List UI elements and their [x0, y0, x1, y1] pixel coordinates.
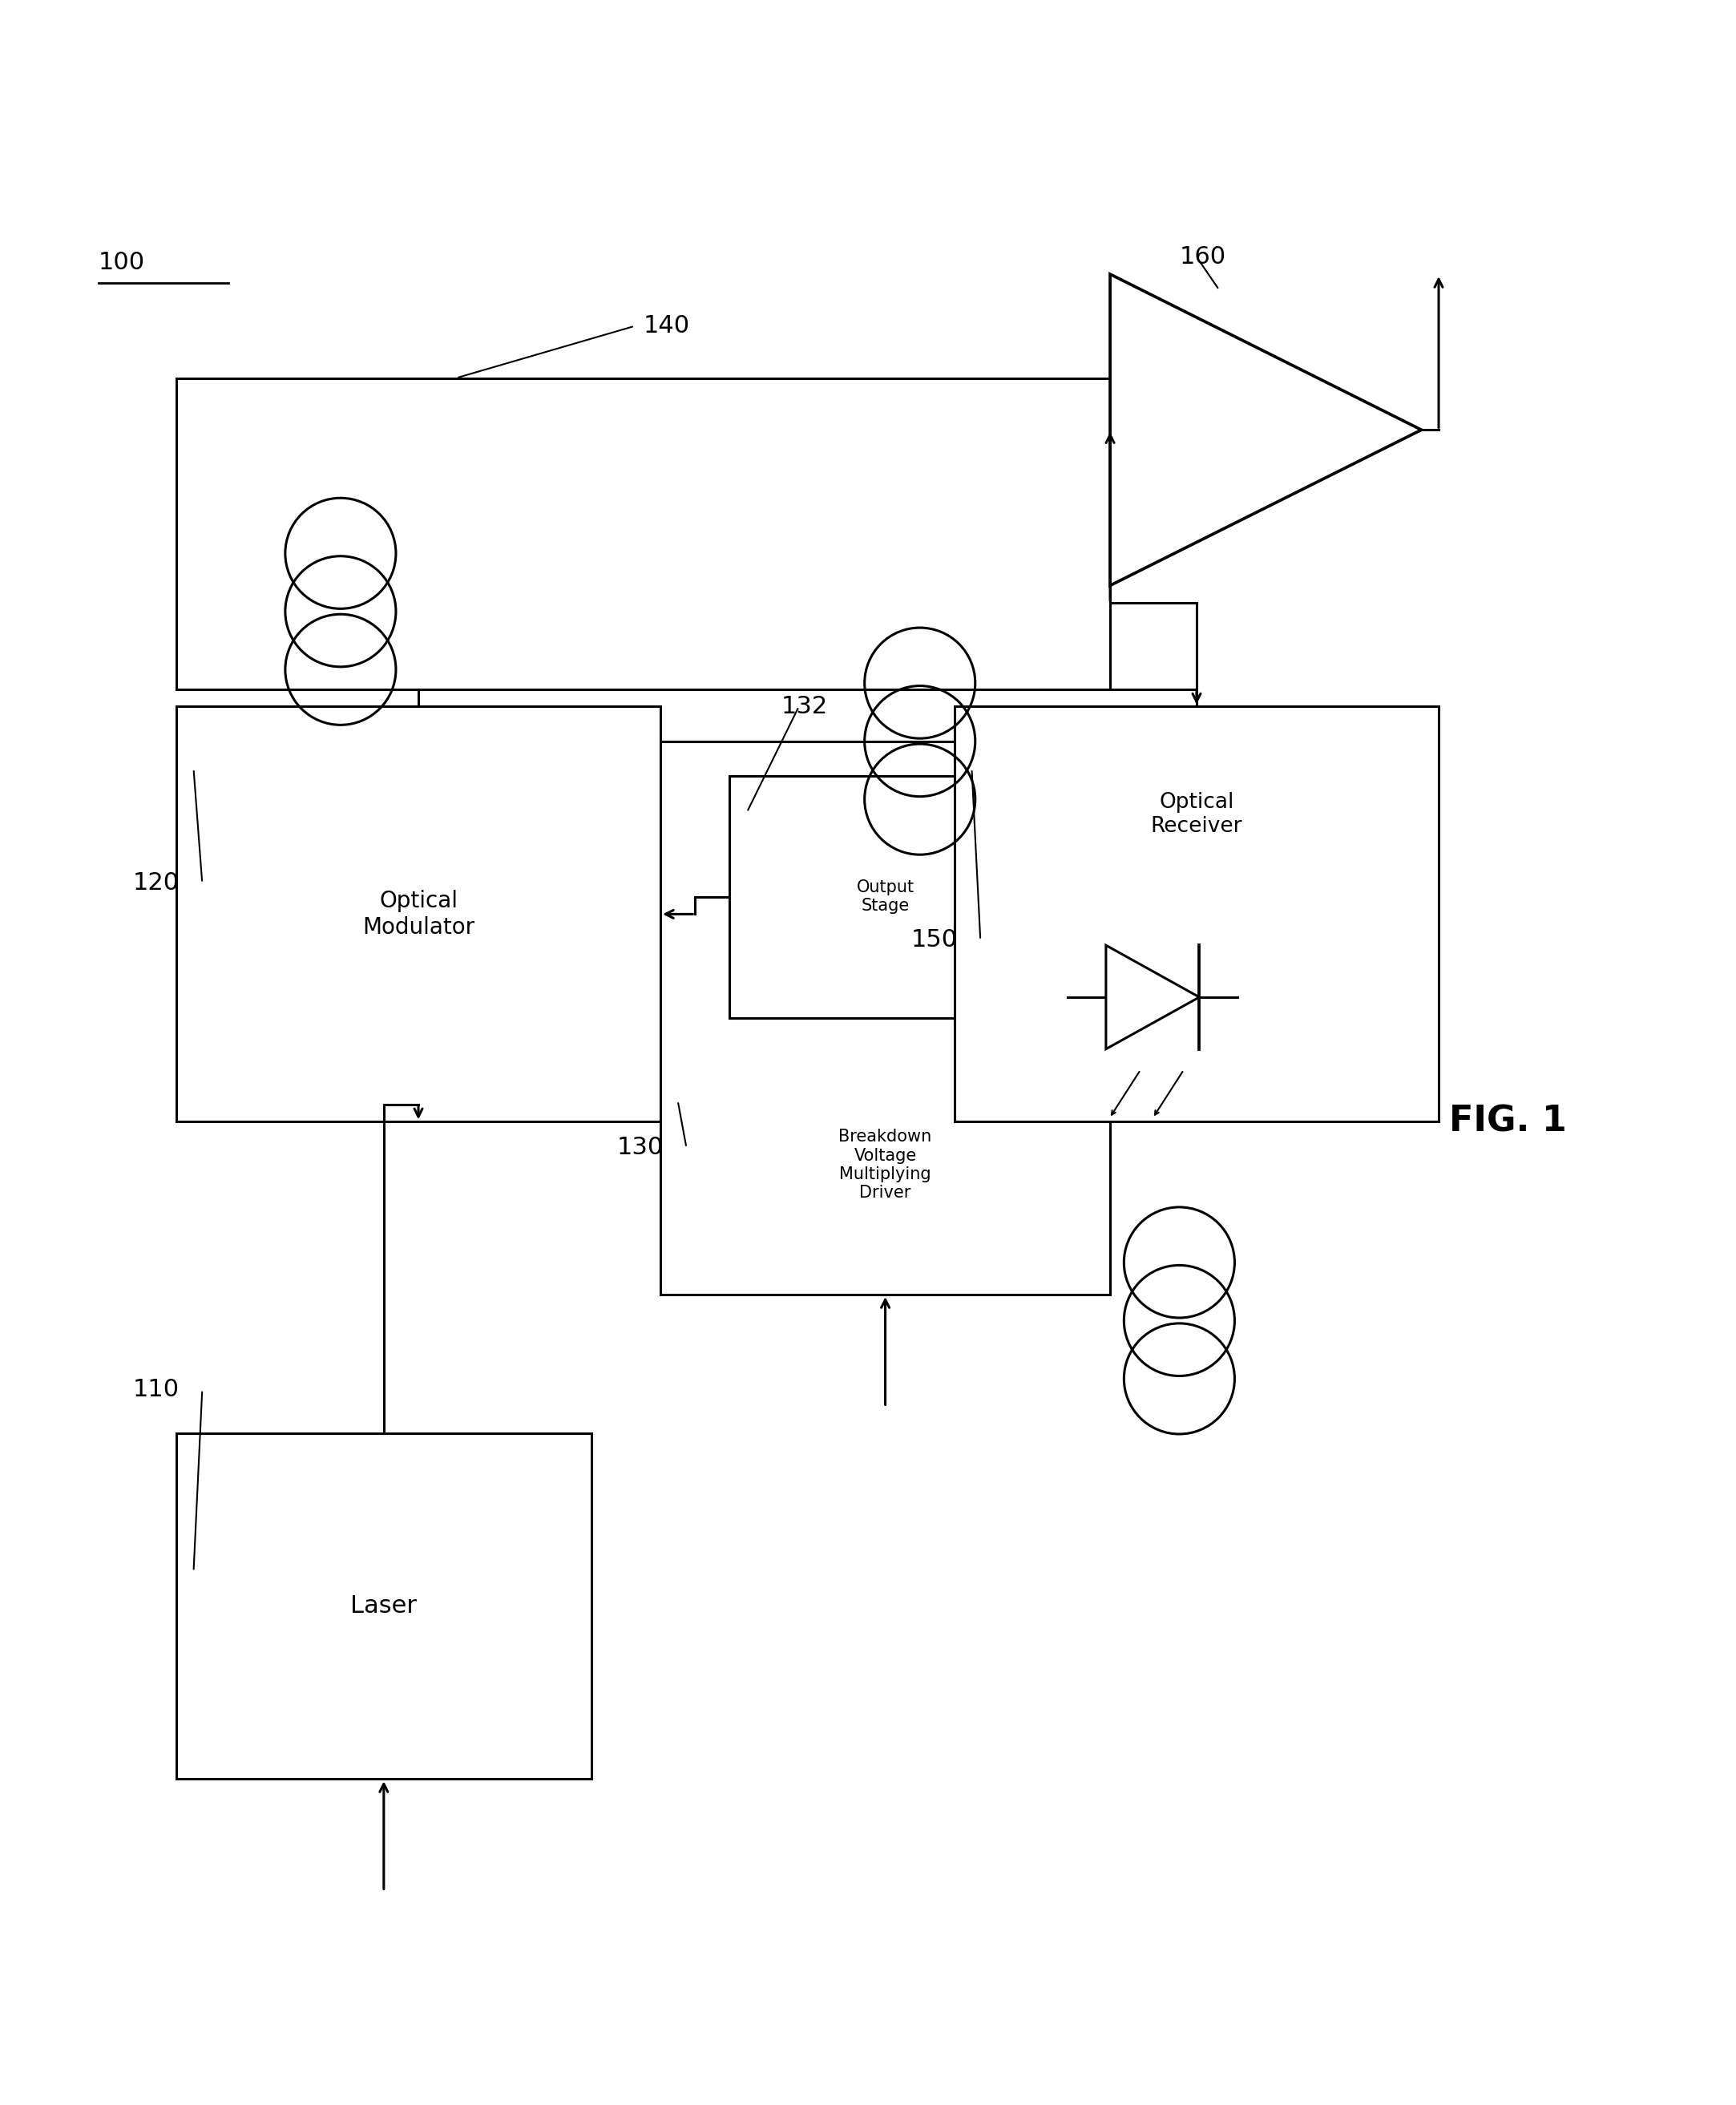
Bar: [177, 1434, 592, 1779]
Bar: [729, 777, 1042, 1019]
Text: Optical
Modulator: Optical Modulator: [363, 890, 474, 939]
Text: 120: 120: [134, 871, 179, 895]
Text: 100: 100: [99, 250, 146, 274]
Text: FIG. 1: FIG. 1: [1450, 1105, 1566, 1139]
Text: 110: 110: [134, 1379, 179, 1402]
Text: 160: 160: [1179, 246, 1226, 269]
Text: 130: 130: [618, 1137, 663, 1160]
Polygon shape: [1109, 274, 1422, 585]
Text: 140: 140: [644, 314, 689, 337]
Bar: [660, 741, 1109, 1295]
Polygon shape: [1106, 945, 1200, 1048]
Text: Breakdown
Voltage
Multiplying
Driver: Breakdown Voltage Multiplying Driver: [838, 1128, 932, 1200]
Text: Laser: Laser: [351, 1593, 417, 1617]
Bar: [955, 707, 1439, 1122]
Text: 132: 132: [781, 695, 828, 718]
Text: Output
Stage: Output Stage: [856, 880, 915, 914]
Bar: [177, 379, 1109, 688]
Text: Optical
Receiver: Optical Receiver: [1151, 791, 1243, 838]
Bar: [177, 707, 660, 1122]
Text: 150: 150: [911, 928, 958, 951]
